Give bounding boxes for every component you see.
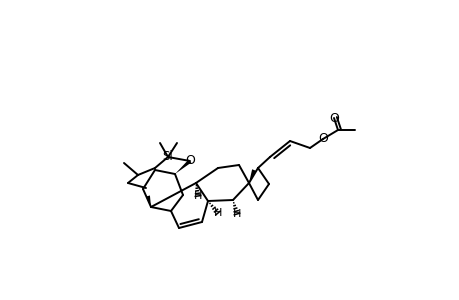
Text: H: H: [232, 209, 241, 219]
Polygon shape: [146, 196, 151, 207]
Text: O: O: [328, 112, 338, 124]
Text: Si: Si: [162, 151, 173, 164]
Polygon shape: [248, 169, 255, 183]
Polygon shape: [174, 160, 191, 174]
Text: H: H: [193, 191, 202, 201]
Text: H: H: [213, 208, 222, 218]
Text: O: O: [317, 133, 327, 146]
Text: O: O: [185, 154, 195, 167]
